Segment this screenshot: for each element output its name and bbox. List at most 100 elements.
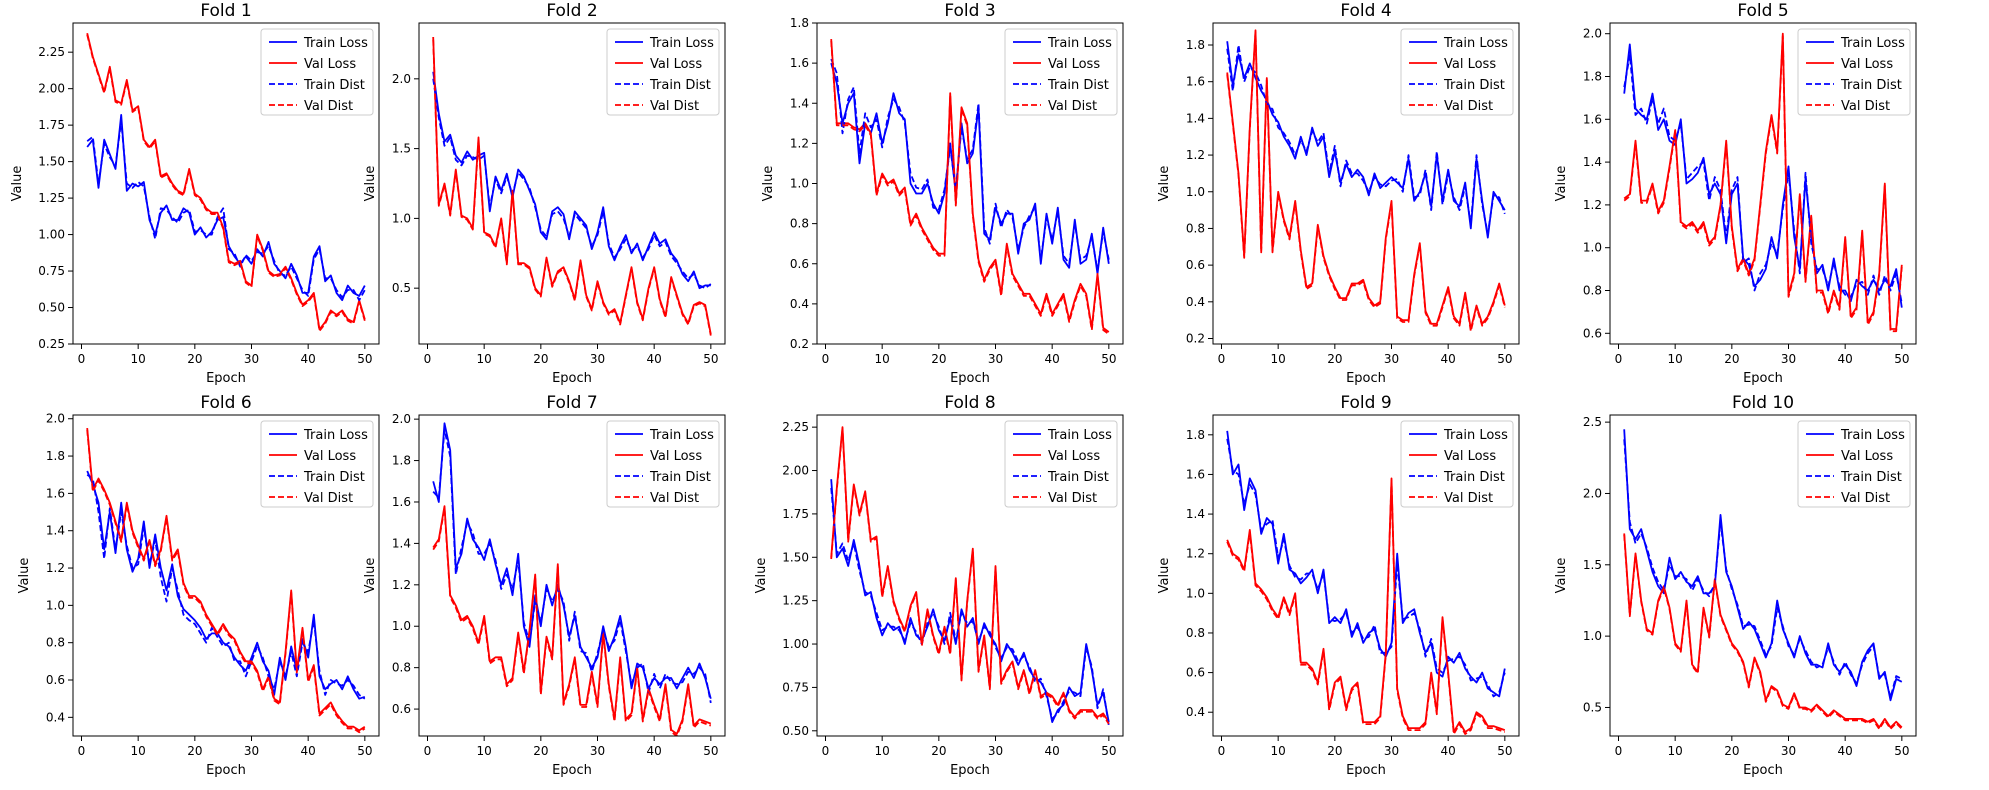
y-tick-label: 1.8 xyxy=(1583,70,1602,84)
x-tick-label: 10 xyxy=(1271,744,1286,758)
y-tick-label: 1.6 xyxy=(1186,75,1205,89)
axes-frame xyxy=(1212,414,1520,737)
legend-box xyxy=(1400,420,1514,508)
x-tick-label: 30 xyxy=(1384,744,1399,758)
x-tick-label: 20 xyxy=(187,352,202,366)
legend-label: Train Loss xyxy=(1840,36,1905,51)
y-tick-label: 0.8 xyxy=(392,661,411,675)
subplot-fold-7: Fold 7 0 10 20 30 40 50 0.6 0.8 1.0 1.2 1.4 1.6 1.8 2.… xyxy=(363,393,726,778)
x-tick-label: 0 xyxy=(424,744,432,758)
series-line-val-dist xyxy=(830,41,1110,335)
x-tick-label: 0 xyxy=(1218,744,1226,758)
legend-label: Val Loss xyxy=(650,449,702,464)
subplot-title: Fold 3 xyxy=(944,1,995,21)
x-tick-label: 50 xyxy=(1101,352,1116,366)
y-tick-label: 0.4 xyxy=(1186,705,1205,719)
x-tick-label: 0 xyxy=(822,744,830,758)
legend: Train Loss Val Loss Train Dist Val Dist xyxy=(1004,28,1118,116)
x-tick-label: 20 xyxy=(533,744,548,758)
x-tick-label: 30 xyxy=(590,744,605,758)
y-axis-label: Value xyxy=(363,166,378,202)
y-axis-label: Value xyxy=(1554,558,1569,594)
x-tick-label: 30 xyxy=(244,744,259,758)
series-line-val-dist xyxy=(86,429,366,734)
y-axis-label: Value xyxy=(1157,166,1172,202)
legend-box xyxy=(606,420,720,508)
legend: Train Loss Val Loss Train Dist Val Dist xyxy=(1797,420,1911,508)
axes-frame xyxy=(72,22,380,345)
legend-box xyxy=(1797,420,1911,508)
y-tick-label: 0.6 xyxy=(392,702,411,716)
legend-label: Val Loss xyxy=(650,57,702,72)
x-tick-label: 40 xyxy=(1045,744,1060,758)
x-axis-label: Epoch xyxy=(1743,763,1783,778)
legend-label: Train Loss xyxy=(649,36,714,51)
y-tick-label: 1.0 xyxy=(1186,185,1205,199)
y-tick-label: 1.0 xyxy=(790,177,809,191)
x-axis-label: Epoch xyxy=(1346,371,1386,386)
series-line-train-dist xyxy=(830,487,1110,726)
legend: Train Loss Val Loss Train Dist Val Dist xyxy=(1797,28,1911,116)
x-tick-label: 50 xyxy=(1497,744,1512,758)
x-tick-label: 10 xyxy=(477,352,492,366)
legend-label: Train Dist xyxy=(1840,78,1902,93)
subplot-fold-4: Fold 4 0 10 20 30 40 50 0.2 0.4 0.6 0.8 1.0 1.2 1.4 1.… xyxy=(1157,1,1520,386)
legend-label: Val Loss xyxy=(1841,57,1893,72)
y-tick-label: 1.8 xyxy=(790,16,809,30)
subplot-fold-3: Fold 3 0 10 20 30 40 50 0.2 0.4 0.6 0.8 1.0 1.2 1.4 1.… xyxy=(761,1,1124,386)
y-tick-label: 1.8 xyxy=(1186,428,1205,442)
series-line-val-dist xyxy=(86,34,366,332)
series-line-val-dist xyxy=(432,507,712,736)
subplot-fold-9: Fold 9 0 10 20 30 40 50 0.4 0.6 0.8 1.0 1.2 1.4 1.6 1.… xyxy=(1157,393,1520,778)
x-tick-label: 10 xyxy=(875,744,890,758)
x-tick-label: 10 xyxy=(131,352,146,366)
x-tick-label: 40 xyxy=(1838,352,1853,366)
y-tick-label: 1.25 xyxy=(38,191,65,205)
y-axis-label: Value xyxy=(10,166,25,202)
y-axis-label: Value xyxy=(1157,558,1172,594)
y-tick-label: 0.8 xyxy=(46,636,65,650)
legend-label: Train Loss xyxy=(1047,428,1112,443)
axes-frame xyxy=(72,414,380,737)
x-tick-label: 0 xyxy=(1218,352,1226,366)
x-tick-label: 50 xyxy=(703,744,718,758)
series-line-val-dist xyxy=(830,427,1110,725)
x-tick-label: 50 xyxy=(1894,352,1909,366)
y-tick-label: 1.6 xyxy=(392,495,411,509)
axes-frame xyxy=(1609,22,1917,345)
y-tick-label: 2.25 xyxy=(782,420,809,434)
series-line-train-dist xyxy=(1226,438,1506,698)
y-tick-label: 0.75 xyxy=(38,264,65,278)
legend-label: Train Loss xyxy=(1443,36,1508,51)
y-tick-label: 1.6 xyxy=(1186,467,1205,481)
legend: Train Loss Val Loss Train Dist Val Dist xyxy=(1400,28,1514,116)
y-tick-label: 1.2 xyxy=(790,136,809,150)
subplot-fold-5: Fold 5 0 10 20 30 40 50 0.6 0.8 1.0 1.2 1.4 1.6 1.8 2.… xyxy=(1554,1,1917,386)
y-tick-label: 0.2 xyxy=(1186,331,1205,345)
y-tick-label: 0.8 xyxy=(790,217,809,231)
y-tick-label: 1.5 xyxy=(392,142,411,156)
y-tick-label: 1.2 xyxy=(392,578,411,592)
y-tick-label: 1.4 xyxy=(790,96,809,110)
y-tick-label: 1.6 xyxy=(46,486,65,500)
x-axis-label: Epoch xyxy=(1346,763,1386,778)
x-tick-label: 40 xyxy=(1441,352,1456,366)
x-tick-label: 0 xyxy=(424,352,432,366)
x-tick-label: 40 xyxy=(1441,744,1456,758)
axes-frame xyxy=(418,414,726,737)
series-group xyxy=(830,426,1110,726)
x-tick-label: 40 xyxy=(1045,352,1060,366)
series-line-train-dist xyxy=(86,473,366,700)
legend-label: Train Dist xyxy=(303,78,365,93)
y-tick-label: 0.6 xyxy=(790,257,809,271)
series-line-train-dist xyxy=(1623,54,1903,304)
legend-label: Train Loss xyxy=(1047,36,1112,51)
x-tick-label: 0 xyxy=(78,744,86,758)
x-tick-label: 20 xyxy=(187,744,202,758)
x-tick-label: 40 xyxy=(301,744,316,758)
x-tick-label: 30 xyxy=(244,352,259,366)
x-tick-label: 20 xyxy=(1724,352,1739,366)
subplot-title: Fold 6 xyxy=(200,393,251,413)
legend-label: Val Dist xyxy=(304,491,353,506)
legend-label: Train Dist xyxy=(649,470,711,485)
